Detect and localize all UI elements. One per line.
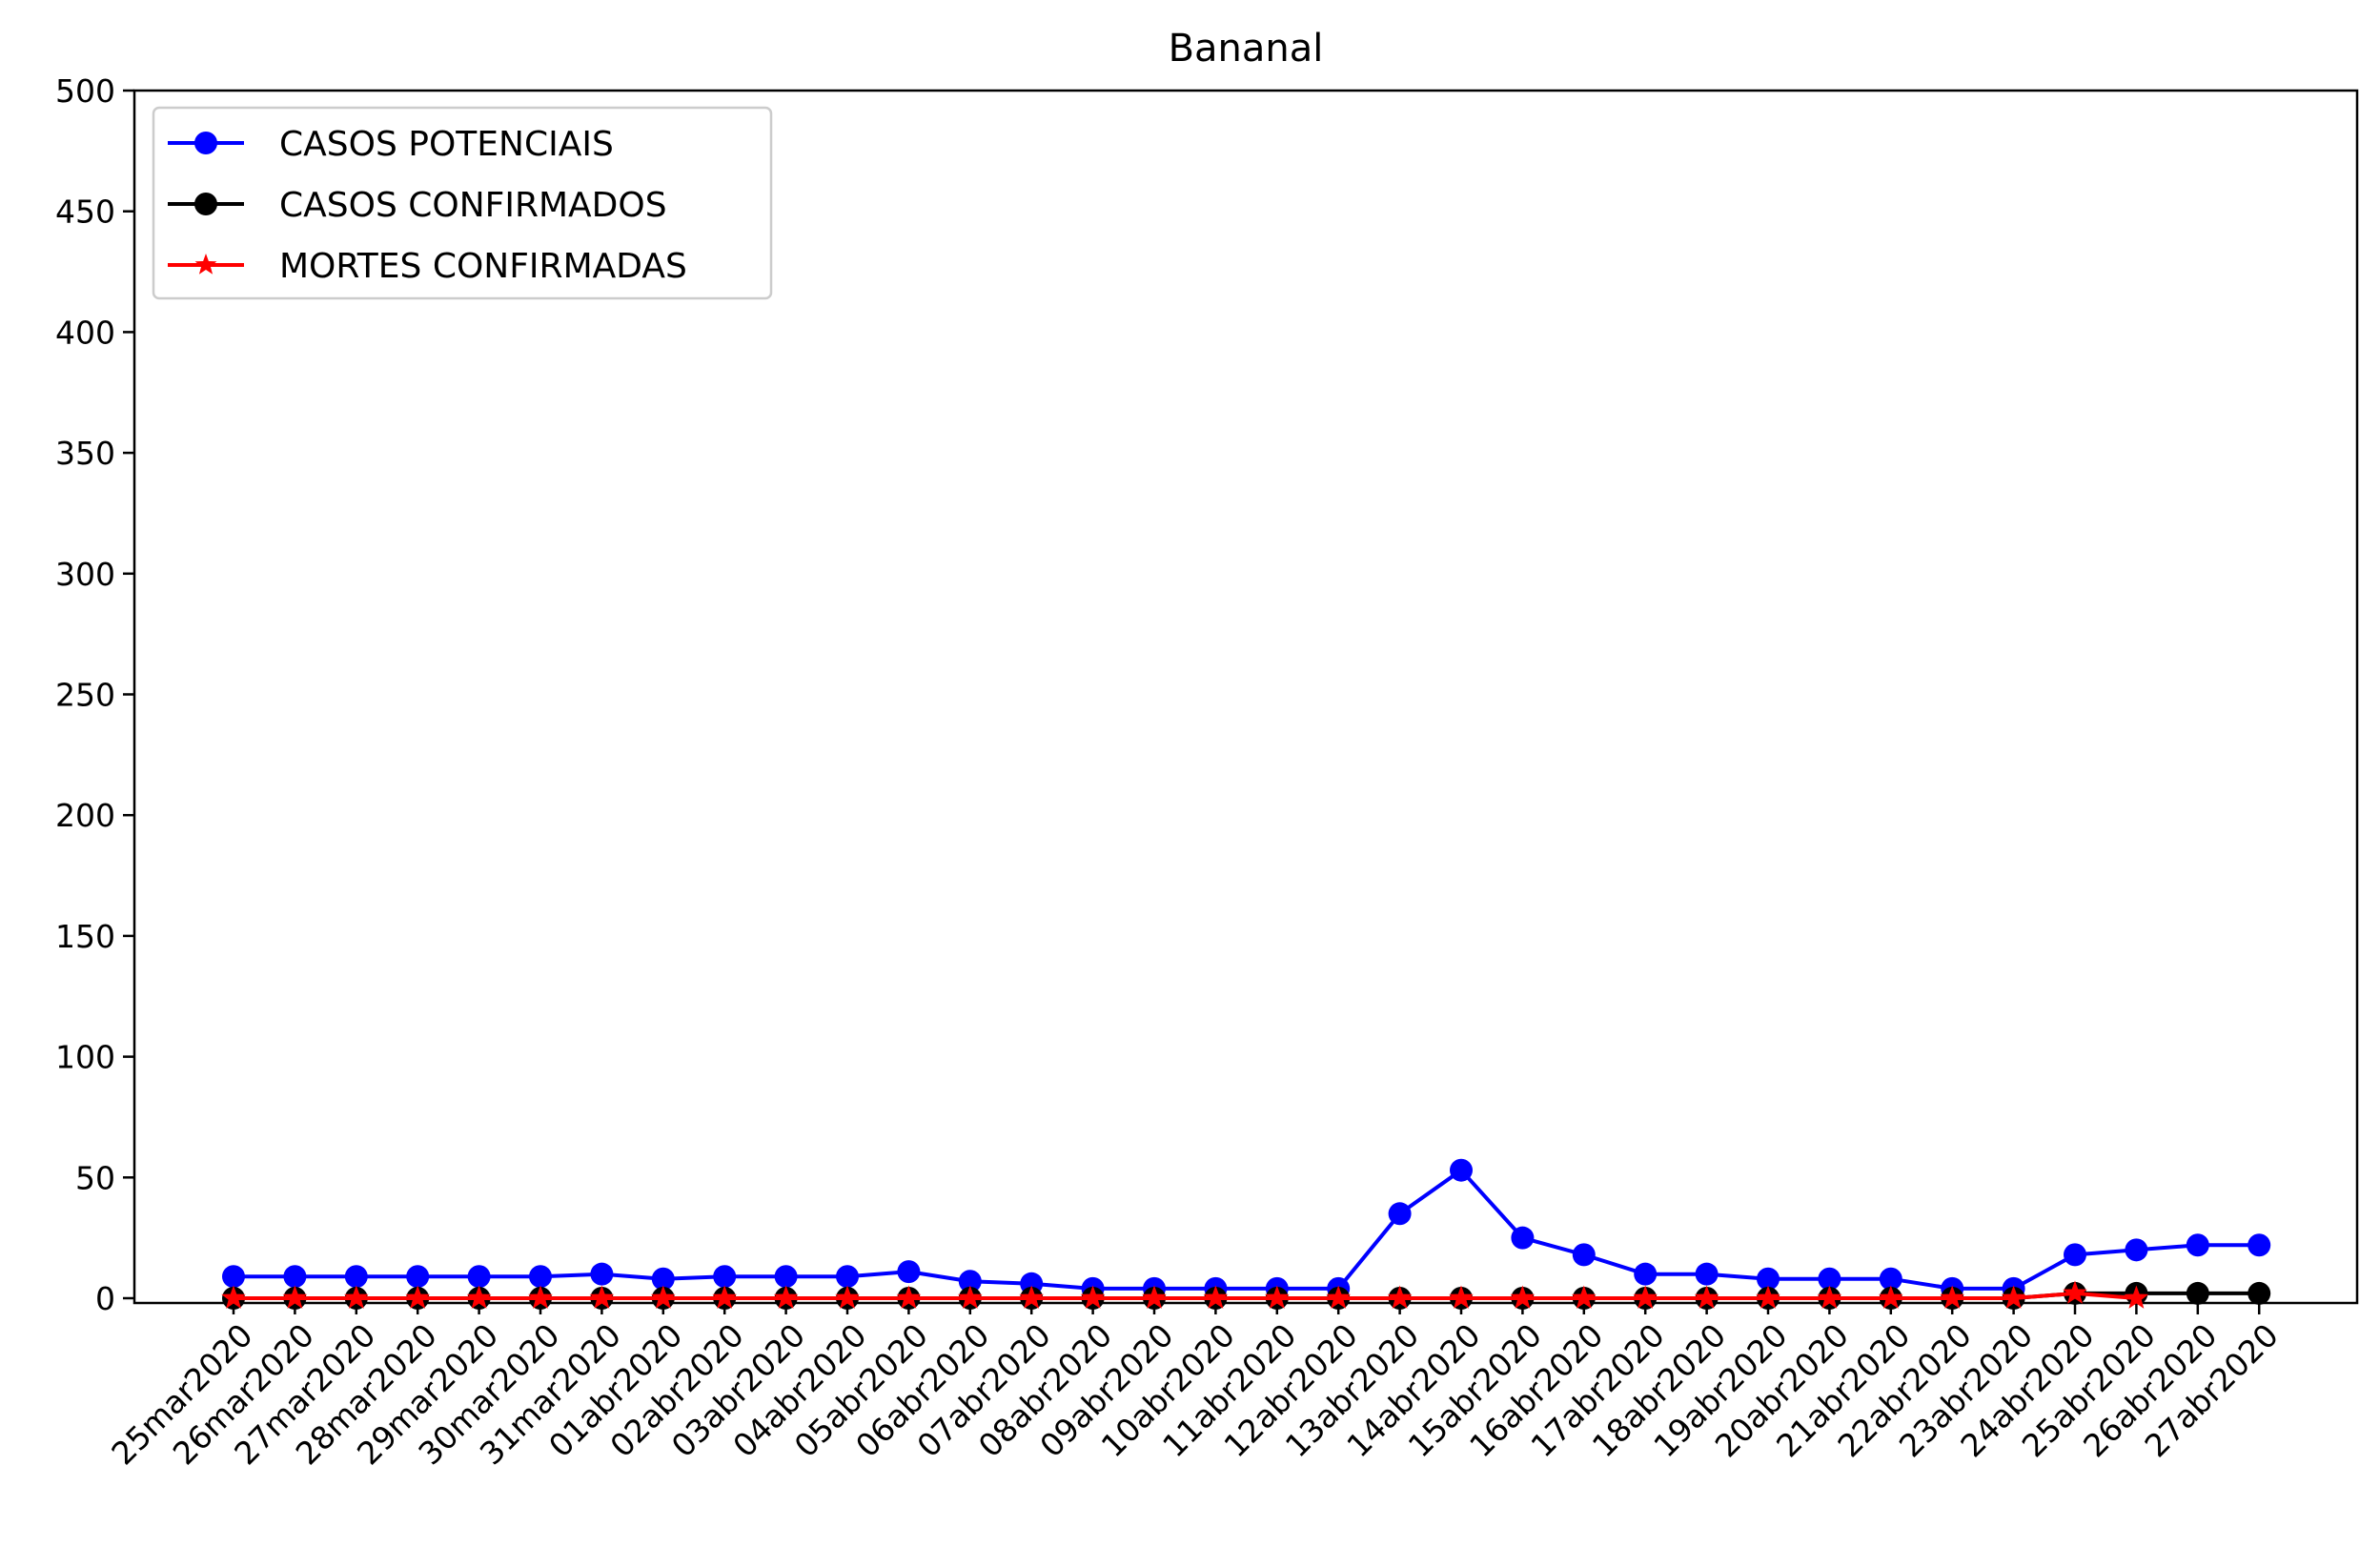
legend-label: MORTES CONFIRMADAS: [279, 247, 687, 286]
data-point: [712, 1285, 737, 1309]
data-point: [405, 1285, 430, 1309]
y-tick-label: 450: [55, 193, 115, 231]
data-point: [467, 1265, 491, 1289]
data-point: [590, 1262, 614, 1286]
data-point: [1326, 1285, 1351, 1309]
data-point: [1510, 1285, 1536, 1309]
data-point: [282, 1285, 308, 1309]
plot-area: [132, 89, 2359, 1305]
legend-item: CASOS POTENCIAIS: [168, 125, 614, 164]
x-axis: 25mar202026mar202027mar202028mar202029ma…: [104, 1303, 2286, 1472]
y-tick-label: 150: [55, 918, 115, 955]
data-point: [2001, 1285, 2026, 1309]
data-point: [1450, 1158, 1473, 1182]
legend-marker: [194, 193, 217, 215]
y-tick-label: 100: [55, 1039, 115, 1076]
data-point: [836, 1265, 859, 1289]
series-line: [234, 1291, 2137, 1300]
data-point: [1879, 1285, 1903, 1309]
data-point: [1203, 1285, 1229, 1309]
data-point: [958, 1270, 982, 1293]
y-tick-label: 0: [95, 1280, 115, 1317]
legend-marker: [194, 254, 217, 275]
data-point: [344, 1285, 369, 1309]
data-point: [2124, 1285, 2149, 1309]
data-point: [2063, 1280, 2087, 1304]
data-point: [344, 1265, 368, 1289]
data-point: [1757, 1267, 1780, 1291]
legend-item: MORTES CONFIRMADAS: [168, 247, 687, 286]
data-point: [1634, 1262, 1658, 1286]
data-point: [1695, 1262, 1719, 1286]
series-2: [221, 1280, 2149, 1309]
data-point: [1019, 1285, 1044, 1309]
legend-label: CASOS CONFIRMADOS: [279, 186, 667, 225]
data-point: [1388, 1202, 1412, 1226]
data-point: [773, 1285, 799, 1309]
series-0: [222, 1158, 2271, 1300]
series-layer: [221, 1158, 2271, 1310]
data-point: [2186, 1233, 2209, 1257]
data-point: [1142, 1285, 1167, 1309]
data-point: [529, 1265, 552, 1289]
legend-label: CASOS POTENCIAIS: [279, 125, 614, 164]
data-point: [406, 1265, 430, 1289]
series-line: [234, 1168, 2260, 1291]
data-point: [1818, 1267, 1841, 1291]
data-point: [835, 1285, 860, 1309]
legend-item: CASOS CONFIRMADOS: [168, 186, 667, 225]
data-point: [1265, 1285, 1290, 1309]
data-point: [1940, 1285, 1964, 1309]
data-point: [466, 1285, 492, 1309]
data-point: [528, 1285, 553, 1309]
data-point: [1756, 1285, 1780, 1309]
data-point: [222, 1265, 245, 1289]
y-axis: 0 50 100 150 200 250 300 350 400 450 500: [55, 72, 134, 1317]
legend-marker: [194, 132, 217, 154]
y-tick-label: 400: [55, 314, 115, 351]
data-point: [958, 1285, 983, 1309]
y-tick-label: 500: [55, 72, 115, 110]
data-point: [2248, 1281, 2271, 1305]
data-point: [2186, 1281, 2209, 1305]
legend: CASOS POTENCIAIS CASOS CONFIRMADOS MORTES …: [152, 106, 773, 300]
data-point: [2125, 1238, 2148, 1262]
data-point: [283, 1265, 307, 1289]
y-tick-label: 50: [75, 1159, 115, 1196]
data-point: [1449, 1285, 1474, 1309]
data-point: [651, 1267, 675, 1291]
y-tick-label: 350: [55, 435, 115, 472]
data-point: [1633, 1285, 1658, 1309]
data-point: [1387, 1285, 1413, 1309]
data-point: [1817, 1285, 1842, 1309]
data-point: [2248, 1233, 2271, 1257]
data-point: [1511, 1226, 1535, 1250]
data-point: [2064, 1243, 2086, 1267]
data-point: [589, 1285, 615, 1309]
y-tick-label: 200: [55, 797, 115, 834]
legend-box: [152, 106, 773, 300]
data-point: [1879, 1267, 1902, 1291]
data-point: [221, 1285, 246, 1309]
data-point: [774, 1265, 798, 1289]
y-tick-label: 250: [55, 677, 115, 714]
data-point: [713, 1265, 737, 1289]
y-tick-label: 300: [55, 556, 115, 593]
chart-title: Bananal: [1169, 27, 1324, 71]
data-point: [1080, 1285, 1106, 1309]
data-point: [896, 1285, 922, 1309]
data-point: [1572, 1243, 1596, 1267]
data-point: [651, 1285, 676, 1309]
data-point: [897, 1260, 921, 1284]
data-point: [1572, 1285, 1597, 1309]
data-point: [1694, 1285, 1719, 1309]
